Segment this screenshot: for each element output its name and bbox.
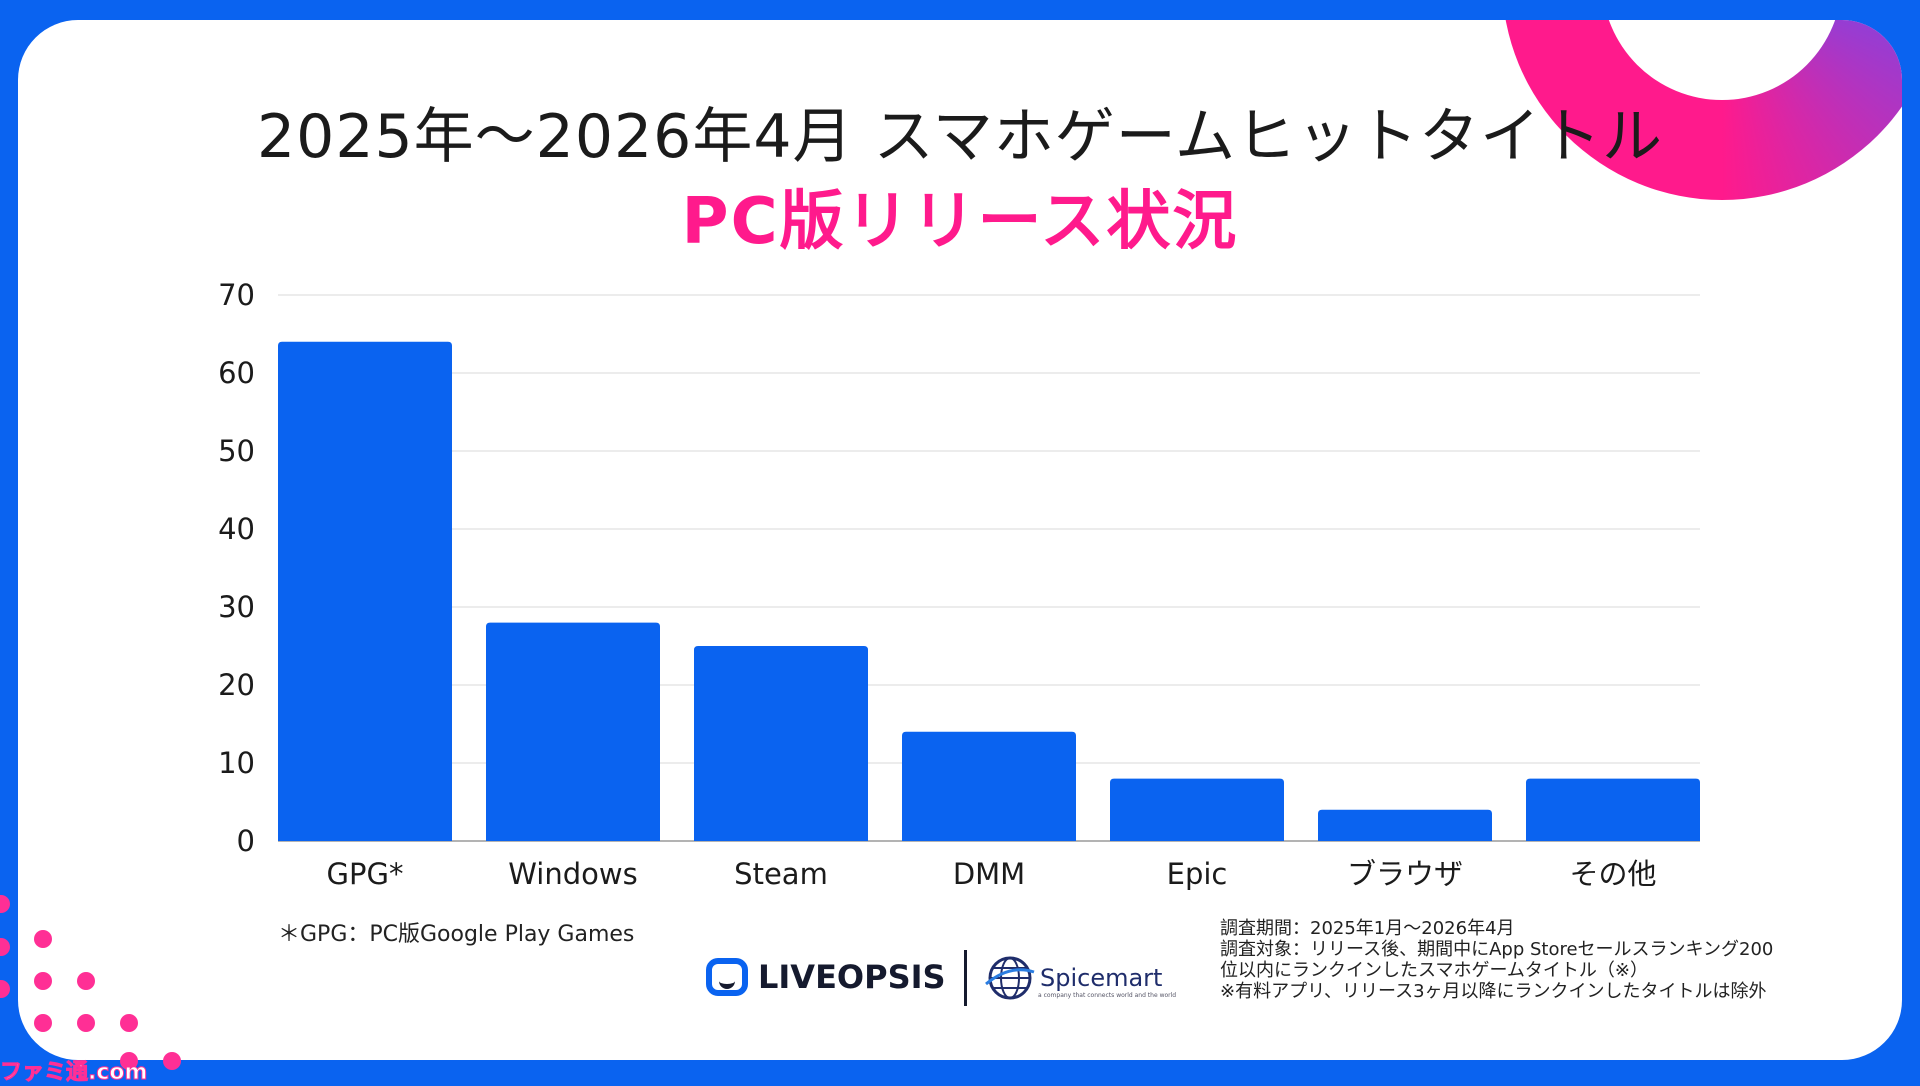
- globe-icon: [985, 956, 1035, 1000]
- decorative-dot: [34, 930, 52, 948]
- y-tick-label: 20: [218, 668, 255, 702]
- y-tick-label: 60: [218, 356, 255, 390]
- y-tick-label: 50: [218, 434, 255, 468]
- decorative-dot: [34, 972, 52, 990]
- chart-subtitle: PC版リリース状況: [681, 185, 1239, 259]
- bar-2: [694, 646, 868, 841]
- decorative-dot: [120, 1052, 138, 1070]
- watermark: ファミ通.com: [0, 1060, 148, 1086]
- bar-chart: 0 10 20 30 40 50 60 70 GPG* Windows Steam DMM Epic ブ…: [218, 278, 1700, 891]
- survey-period: 調査期間：2025年1月～2026年4月: [1220, 918, 1515, 939]
- y-tick-label: 10: [218, 746, 255, 780]
- spicemart-tagline: a company that connects world and the wo…: [1038, 992, 1177, 999]
- x-category-label: その他: [1569, 857, 1656, 891]
- liveopsis-wordmark: LIVEOPSIS: [758, 958, 946, 996]
- decorative-dot: [77, 1014, 95, 1032]
- x-category-label: ブラウザ: [1347, 857, 1463, 891]
- bar-0: [278, 341, 452, 841]
- chart-title: 2025年～2026年4月 スマホゲームヒットタイトル: [256, 102, 1664, 172]
- x-category-label: Windows: [508, 857, 637, 891]
- logo-divider: [964, 950, 967, 1006]
- x-category-label: Steam: [734, 857, 828, 891]
- decorative-dot: [163, 1052, 181, 1070]
- y-axis-ticks: 0 10 20 30 40 50 60 70: [218, 278, 255, 858]
- spicemart-logo: Spicemart: [984, 954, 1162, 1002]
- x-category-label: DMM: [953, 857, 1025, 891]
- survey-target-cont: 位以内にランクインしたスマホゲームタイトル（※）: [1220, 960, 1648, 981]
- x-category-label: GPG*: [327, 857, 404, 891]
- liveopsis-mark-icon: [706, 958, 748, 996]
- footnote: ＊GPG：PC版Google Play Games: [278, 922, 635, 947]
- bar-4: [1110, 778, 1284, 841]
- x-axis-labels: GPG* Windows Steam DMM Epic ブラウザ その他: [327, 857, 1657, 891]
- decorative-dot: [0, 895, 10, 913]
- survey-exclusion: ※有料アプリ、リリース3ヶ月以降にランクインしたタイトルは除外: [1220, 981, 1767, 1002]
- y-tick-label: 40: [218, 512, 255, 546]
- bars: [278, 341, 1700, 841]
- liveopsis-logo: LIVEOPSIS: [706, 958, 946, 996]
- y-tick-label: 30: [218, 590, 255, 624]
- decorative-dot: [0, 938, 10, 956]
- bar-3: [902, 731, 1076, 841]
- decorative-dot: [34, 1014, 52, 1032]
- bar-6: [1526, 778, 1700, 841]
- decorative-dot: [0, 980, 10, 998]
- decorative-dot: [77, 972, 95, 990]
- bar-1: [486, 622, 660, 841]
- spicemart-wordmark: Spicemart: [1040, 964, 1163, 992]
- decorative-dot: [120, 1014, 138, 1032]
- survey-notes: 調査期間：2025年1月～2026年4月 調査対象：リリース後、期間中にApp …: [1220, 918, 1773, 1002]
- y-tick-label: 70: [218, 278, 255, 312]
- bar-5: [1318, 809, 1492, 841]
- x-category-label: Epic: [1167, 857, 1228, 891]
- y-tick-label: 0: [237, 824, 255, 858]
- survey-target: 調査対象：リリース後、期間中にApp Storeセールスランキング200: [1220, 939, 1774, 960]
